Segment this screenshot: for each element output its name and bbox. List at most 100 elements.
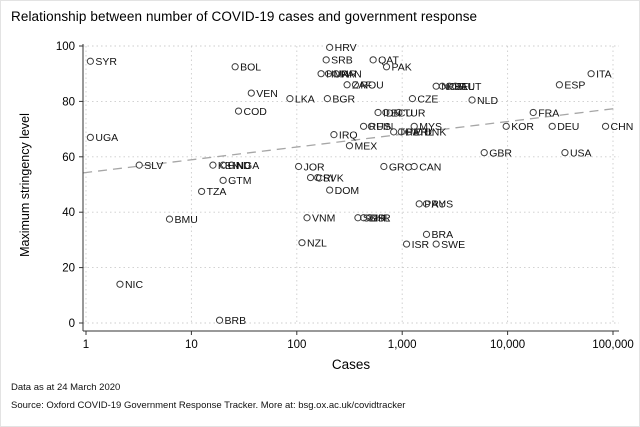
y-axis-title: Maximum stringency level (18, 113, 32, 257)
marker-circle (247, 89, 255, 97)
point-label: PRY (424, 199, 445, 211)
marker-circle (480, 149, 488, 157)
data-point-SLV: SLV (135, 160, 163, 172)
marker-circle (209, 161, 217, 169)
marker-circle (365, 214, 374, 222)
point-label: MAR (334, 69, 358, 81)
marker-circle (345, 142, 354, 150)
marker-circle (390, 128, 398, 136)
point-label: DOM (335, 185, 360, 197)
point-label: SLV (144, 160, 163, 172)
point-label: BGR (332, 93, 355, 105)
x-tick-label: 10,000 (490, 339, 525, 351)
data-point-SRB: SRB (322, 55, 353, 67)
data-point-ISL: ISL (365, 213, 391, 225)
data-point-KOR: KOR (502, 121, 534, 133)
point-label: DEU (557, 121, 579, 133)
marker-circle (548, 122, 556, 130)
footnote-source: Source: Oxford COVID-19 Government Respo… (11, 400, 406, 411)
point-label: SVK (323, 172, 344, 184)
point-label: PER (406, 127, 428, 139)
data-point-LKA: LKA (286, 93, 315, 105)
point-label: ISR (412, 239, 430, 251)
data-point-USA: USA (561, 147, 592, 159)
data-point-PHL: PHL (404, 127, 434, 139)
marker-circle (374, 108, 382, 117)
point-label: NIC (125, 279, 144, 291)
point-label: BRB (225, 315, 247, 327)
marker-circle (165, 215, 174, 223)
marker-circle (587, 70, 595, 78)
data-point-BRA: BRA (422, 229, 453, 241)
data-point-NLD: NLD (468, 95, 498, 107)
data-point-VEN: VEN (247, 88, 278, 100)
marker-circle (332, 70, 340, 78)
data-point-ZAF: ZAF (343, 80, 372, 92)
data-point-IRQ: IRQ (330, 129, 358, 141)
point-label: ZAF (352, 80, 372, 92)
marker-circle (422, 200, 431, 208)
footnote-data-date: Data as at 24 March 2020 (11, 382, 121, 393)
marker-circle (351, 81, 360, 89)
point-label: JOR (304, 161, 325, 173)
marker-circle (323, 95, 331, 103)
point-label: MEX (354, 141, 377, 153)
marker-circle (451, 82, 460, 90)
marker-circle (317, 70, 325, 78)
point-label: VEN (256, 88, 278, 100)
point-label: HRV (335, 42, 357, 54)
point-label: VNM (312, 213, 335, 225)
point-label: UGA (95, 132, 118, 144)
point-label: SWE (441, 239, 465, 251)
y-tick-label: 60 (62, 152, 75, 164)
point-label: NZL (307, 237, 327, 249)
x-tick-label: 1,000 (388, 339, 417, 351)
point-label: IRQ (339, 129, 358, 141)
data-point-NGA: NGA (227, 160, 259, 172)
data-point-GTM: GTM (219, 175, 251, 187)
data-point-GBR: GBR (480, 147, 512, 159)
marker-circle (322, 56, 330, 64)
data-point-ISR: ISR (402, 239, 430, 251)
marker-circle (422, 230, 431, 238)
marker-circle (330, 131, 338, 139)
data-point-SYR: SYR (86, 56, 117, 68)
marker-circle (561, 149, 569, 157)
marker-circle (354, 214, 362, 222)
marker-circle (219, 176, 227, 184)
marker-circle (380, 162, 388, 171)
point-label: CAN (419, 161, 441, 173)
point-label: PAN (341, 69, 362, 81)
point-label: BMU (175, 214, 198, 226)
data-point-COD: COD (234, 106, 267, 118)
marker-circle (303, 214, 311, 222)
data-point-ITA: ITA (587, 69, 612, 81)
point-label: USA (570, 147, 592, 159)
point-label: ISL (375, 213, 391, 225)
data-point-TUR: TUR (395, 107, 426, 119)
point-label: AUS (431, 199, 453, 211)
marker-circle (397, 128, 405, 136)
data-point-BGR: BGR (323, 93, 356, 105)
point-label: QAT (378, 55, 399, 67)
data-point-SGP: SGP (354, 213, 385, 225)
marker-circle (382, 108, 390, 117)
point-label: CHN (611, 121, 634, 133)
point-label: HUN (326, 69, 349, 81)
point-label: NGA (236, 160, 259, 172)
marker-circle (326, 43, 334, 51)
point-label: ESP (564, 80, 585, 92)
point-label: FIN (376, 121, 393, 133)
marker-circle (286, 95, 294, 103)
data-point-NZL: NZL (298, 237, 327, 249)
data-point-TZA: TZA (198, 186, 226, 198)
data-point-MYS: MYS (410, 121, 442, 133)
marker-circle (468, 96, 476, 104)
marker-circle (314, 173, 322, 182)
data-point-PAN: PAN (332, 69, 362, 81)
data-point-PER: PER (397, 127, 428, 139)
data-point-BMU: BMU (165, 214, 198, 226)
point-label: DNK (424, 127, 446, 139)
marker-circle (438, 82, 446, 90)
